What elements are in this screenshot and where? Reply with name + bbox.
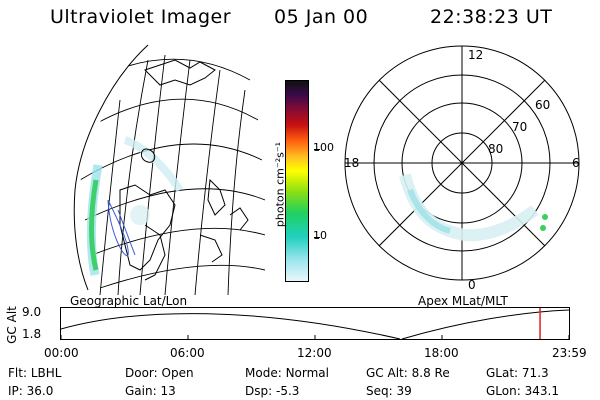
apex-caption: Apex MLat/MLT <box>418 294 508 308</box>
timeline-xtick-2: 12:00 <box>297 346 332 360</box>
timeline-xtick-0: 00:00 <box>44 346 79 360</box>
instrument-title: Ultraviolet Imager <box>50 6 232 28</box>
status-ip: IP: 36.0 <box>8 384 54 398</box>
timeline-ytick-bottom: 1.8 <box>22 327 42 341</box>
status-flt: Flt: LBHL <box>8 366 62 380</box>
colorbar <box>285 80 309 282</box>
coastlines <box>119 59 249 281</box>
lat-label-80: 80 <box>488 142 503 156</box>
status-door: Door: Open <box>125 366 194 380</box>
status-gcalt: GC Alt: 8.8 Re <box>366 366 450 380</box>
orbit-track <box>107 199 129 257</box>
timeline-ylabel: GC Alt <box>5 306 19 344</box>
altitude-curve <box>60 313 401 340</box>
status-dsp: Dsp: -5.3 <box>245 384 300 398</box>
timeline-ytick-top: 9.0 <box>22 305 42 319</box>
mlt-label-12: 12 <box>468 48 483 62</box>
mlt-label-0: 0 <box>468 278 476 290</box>
status-glat: GLat: 71.3 <box>486 366 549 380</box>
lat-label-60: 60 <box>535 98 550 112</box>
geographic-map <box>60 44 265 295</box>
aurora-oval-geo <box>86 136 184 276</box>
polar-plot: 12 18 6 0 60 70 80 <box>344 45 580 290</box>
timeline-xtick-4: 23:59 <box>552 346 587 360</box>
aurora-oval-polar <box>399 173 548 242</box>
colorbar-tick-mark <box>314 149 320 150</box>
status-mode: Mode: Normal <box>245 366 329 380</box>
colorbar-tick-mark <box>314 237 320 238</box>
timeline-xtick-1: 06:00 <box>170 346 205 360</box>
geographic-caption: Geographic Lat/Lon <box>70 294 188 308</box>
colorbar-unit-label: photon cm⁻²s⁻¹ <box>273 141 287 228</box>
status-seq: Seq: 39 <box>366 384 412 398</box>
timeline-xtick-3: 18:00 <box>424 346 459 360</box>
mlt-label-6: 6 <box>572 156 580 170</box>
status-glon: GLon: 343.1 <box>486 384 559 398</box>
colorbar-tick-100: 100 <box>313 141 334 154</box>
colorbar-tick-10: 10 <box>313 229 327 242</box>
date-label: 05 Jan 00 <box>274 6 369 28</box>
status-gain: Gain: 13 <box>125 384 176 398</box>
time-label: 22:38:23 UT <box>430 6 553 28</box>
lat-label-70: 70 <box>512 120 527 134</box>
altitude-timeline <box>60 307 570 340</box>
mlt-label-18: 18 <box>344 156 359 170</box>
